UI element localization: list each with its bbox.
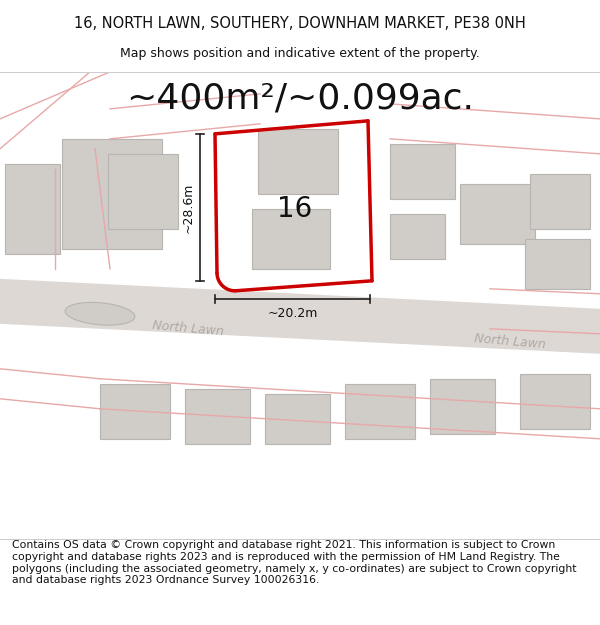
Bar: [460, 184, 535, 244]
Text: ~20.2m: ~20.2m: [268, 307, 317, 320]
Polygon shape: [0, 279, 600, 354]
Bar: [390, 214, 445, 259]
Bar: [100, 384, 170, 439]
Bar: [252, 209, 330, 269]
Bar: [108, 154, 178, 229]
Text: ~400m²/~0.099ac.: ~400m²/~0.099ac.: [126, 82, 474, 116]
Text: North Lawn: North Lawn: [152, 319, 224, 338]
Bar: [62, 139, 162, 249]
Text: North Lawn: North Lawn: [474, 332, 546, 351]
Bar: [5, 164, 60, 254]
Ellipse shape: [65, 302, 135, 325]
Text: Map shows position and indicative extent of the property.: Map shows position and indicative extent…: [120, 48, 480, 61]
Bar: [258, 129, 338, 194]
Text: Contains OS data © Crown copyright and database right 2021. This information is : Contains OS data © Crown copyright and d…: [12, 541, 577, 585]
Bar: [390, 144, 455, 199]
Bar: [530, 174, 590, 229]
Text: ~28.6m: ~28.6m: [182, 182, 195, 232]
Bar: [265, 394, 330, 444]
Text: 16, NORTH LAWN, SOUTHERY, DOWNHAM MARKET, PE38 0NH: 16, NORTH LAWN, SOUTHERY, DOWNHAM MARKET…: [74, 16, 526, 31]
Text: 16: 16: [277, 195, 313, 223]
Bar: [430, 379, 495, 434]
Bar: [520, 374, 590, 429]
Bar: [345, 384, 415, 439]
Bar: [525, 239, 590, 289]
Bar: [185, 389, 250, 444]
